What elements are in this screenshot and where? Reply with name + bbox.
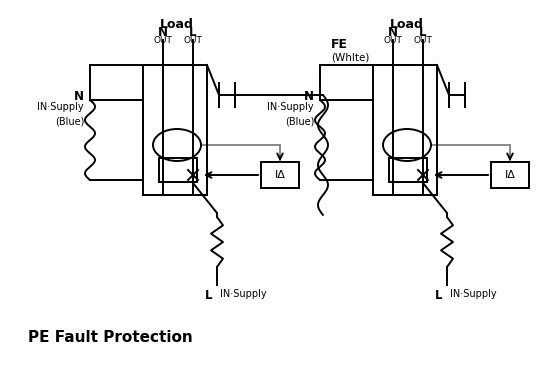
Text: (Blue): (Blue) — [284, 116, 314, 126]
Text: L: L — [434, 289, 442, 302]
Text: IN·Supply: IN·Supply — [220, 289, 267, 299]
Text: (Blue): (Blue) — [54, 116, 84, 126]
Bar — [143, 65, 207, 195]
Text: IΔ: IΔ — [275, 170, 286, 180]
Text: OUT: OUT — [384, 36, 402, 45]
Text: OUT: OUT — [154, 36, 172, 45]
Text: OUT: OUT — [414, 36, 432, 45]
Text: N: N — [74, 90, 84, 103]
Text: L: L — [189, 26, 197, 39]
Text: N: N — [158, 26, 168, 39]
Bar — [491, 162, 529, 188]
Text: N: N — [304, 90, 314, 103]
Text: L: L — [419, 26, 427, 39]
Bar — [261, 162, 299, 188]
Bar — [159, 158, 197, 182]
Text: L: L — [204, 289, 212, 302]
Text: N: N — [388, 26, 398, 39]
Bar — [373, 65, 437, 195]
Text: PE Fault Protection: PE Fault Protection — [28, 330, 193, 345]
Text: IN·Supply: IN·Supply — [268, 102, 314, 112]
Text: IN·Supply: IN·Supply — [450, 289, 496, 299]
Text: Load: Load — [160, 18, 194, 31]
Text: IN·Supply: IN·Supply — [38, 102, 84, 112]
Text: (WhIte): (WhIte) — [331, 52, 370, 62]
Text: FE: FE — [331, 38, 348, 51]
Bar — [389, 158, 427, 182]
Text: IΔ: IΔ — [505, 170, 516, 180]
Text: OUT: OUT — [184, 36, 202, 45]
Text: Load: Load — [390, 18, 424, 31]
